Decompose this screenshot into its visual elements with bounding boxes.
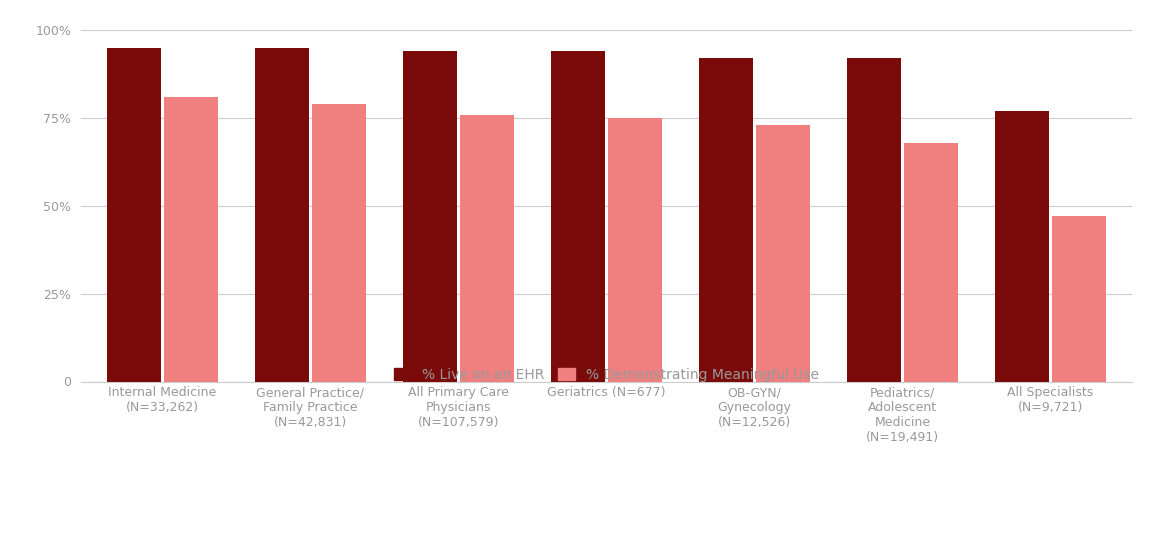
Bar [699,58,753,382]
Bar [608,118,662,382]
Bar [312,104,366,381]
Legend: % Live on an EHR, % Demonstrating Meaningful Use: % Live on an EHR, % Demonstrating Meanin… [394,368,819,382]
Bar [255,48,310,382]
Bar [847,58,901,382]
Bar [403,51,457,382]
Bar [755,125,810,382]
Bar [996,111,1049,382]
Bar [460,114,514,382]
Bar [164,97,217,382]
Bar [107,48,161,382]
Bar [551,51,605,382]
Bar [903,143,957,382]
Bar [1052,216,1105,382]
